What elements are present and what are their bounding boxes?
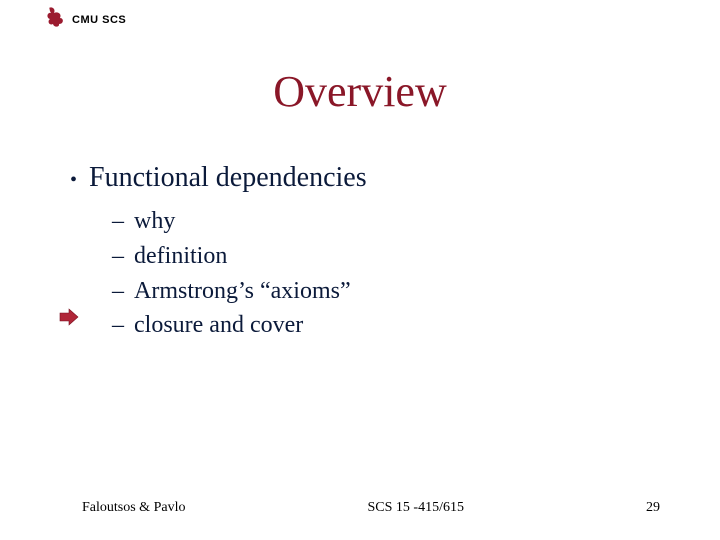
dash-icon: – — [112, 308, 126, 343]
bullet-sub-text: closure and cover — [134, 308, 303, 343]
bullet-sub: – closure and cover — [112, 308, 680, 343]
sub-bullet-list: – why – definition – Armstrong’s “axioms… — [112, 204, 680, 343]
cmu-logo-icon — [46, 6, 66, 33]
slide-header: CMU SCS — [46, 6, 126, 33]
bullet-sub: – Armstrong’s “axioms” — [112, 274, 680, 309]
footer-center: SCS 15 -415/615 — [368, 500, 464, 516]
dash-icon: – — [112, 239, 126, 274]
footer-left: Faloutsos & Pavlo — [82, 500, 185, 516]
slide-title: Overview — [0, 66, 720, 117]
bullet-sub: – why — [112, 204, 680, 239]
bullet-main: • Functional dependencies — [70, 162, 680, 194]
bullet-main-text: Functional dependencies — [89, 162, 367, 194]
footer-right: 29 — [646, 500, 660, 516]
bullet-sub-text: definition — [134, 239, 227, 274]
slide: CMU SCS Overview • Functional dependenci… — [0, 0, 720, 540]
slide-content: • Functional dependencies – why – defini… — [70, 162, 680, 343]
bullet-sub-text: why — [134, 204, 175, 239]
bullet-dot-icon: • — [70, 166, 77, 194]
header-org-label: CMU SCS — [72, 14, 126, 26]
bullet-sub-text: Armstrong’s “axioms” — [134, 274, 351, 309]
dash-icon: – — [112, 274, 126, 309]
slide-footer: Faloutsos & Pavlo SCS 15 -415/615 29 — [0, 500, 720, 516]
current-arrow-icon — [58, 307, 80, 332]
bullet-sub: – definition — [112, 239, 680, 274]
dash-icon: – — [112, 204, 126, 239]
